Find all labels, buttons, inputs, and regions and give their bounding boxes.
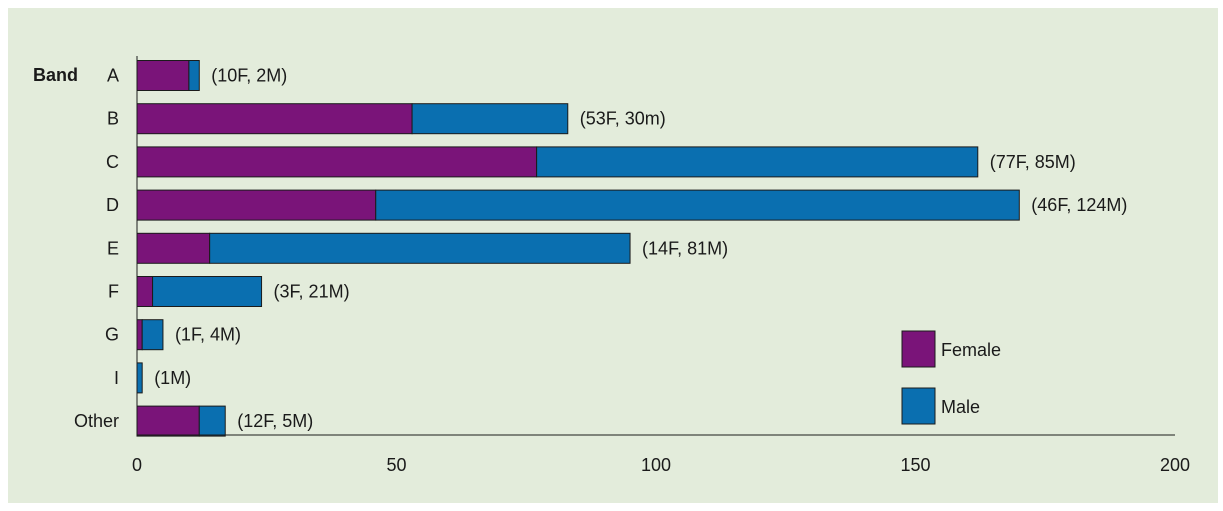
category-label-f: F (108, 282, 119, 302)
legend-swatch-male (901, 387, 936, 425)
bar-e-male (209, 232, 631, 264)
bar-f-female (136, 276, 154, 307)
category-label-c: C (106, 152, 119, 172)
axes (136, 56, 1175, 436)
legend-label-female: Female (941, 340, 1001, 360)
bar-label-d: (46F, 124M) (1031, 195, 1127, 215)
x-tick-label: 200 (1160, 455, 1190, 475)
category-label-a: A (107, 66, 119, 86)
bar-label-e: (14F, 81M) (642, 238, 728, 258)
legend-swatch-female (901, 330, 936, 368)
bar-label-f: (3F, 21M) (274, 282, 350, 302)
legend: Female Male (901, 330, 1001, 425)
bar-other-female (136, 405, 200, 437)
category-label-d: D (106, 195, 119, 215)
bars-group (136, 60, 1020, 437)
category-labels: A B C D E F G I Other (74, 66, 119, 432)
bar-e-female (136, 232, 211, 264)
x-tick-label: 100 (641, 455, 671, 475)
bar-b-male (411, 103, 569, 135)
bar-g-male (141, 319, 164, 351)
category-label-b: B (107, 109, 119, 129)
bar-c-female (136, 146, 538, 178)
x-tick-label: 150 (900, 455, 930, 475)
bar-g-female (136, 319, 143, 351)
x-tick-label: 0 (132, 455, 142, 475)
bar-label-other: (12F, 5M) (237, 411, 313, 431)
category-label-e: E (107, 238, 119, 258)
bar-i-male (136, 362, 143, 394)
bar-f-male (152, 276, 263, 307)
x-tick-label: 50 (386, 455, 406, 475)
category-label-i: I (114, 368, 119, 388)
bar-a-female (136, 60, 190, 91)
bar-label-c: (77F, 85M) (990, 152, 1076, 172)
bar-d-female (136, 189, 377, 221)
bar-value-labels: (10F, 2M) (53F, 30m) (77F, 85M) (46F, 124M)… (154, 66, 1127, 432)
bar-label-b: (53F, 30m) (580, 109, 666, 129)
bar-c-male (536, 146, 979, 178)
bar-other-male (198, 405, 226, 437)
bar-label-a: (10F, 2M) (211, 66, 287, 86)
bar-label-g: (1F, 4M) (175, 325, 241, 345)
y-axis-title: Band (33, 65, 78, 85)
bar-a-male (188, 60, 200, 91)
category-label-other: Other (74, 411, 119, 431)
bar-b-female (136, 103, 413, 135)
bar-d-male (375, 189, 1020, 221)
legend-label-male: Male (941, 397, 980, 417)
bar-label-i: (1M) (154, 368, 191, 388)
category-label-g: G (105, 325, 119, 345)
x-tick-labels: 0 50 100 150 200 (132, 455, 1190, 475)
